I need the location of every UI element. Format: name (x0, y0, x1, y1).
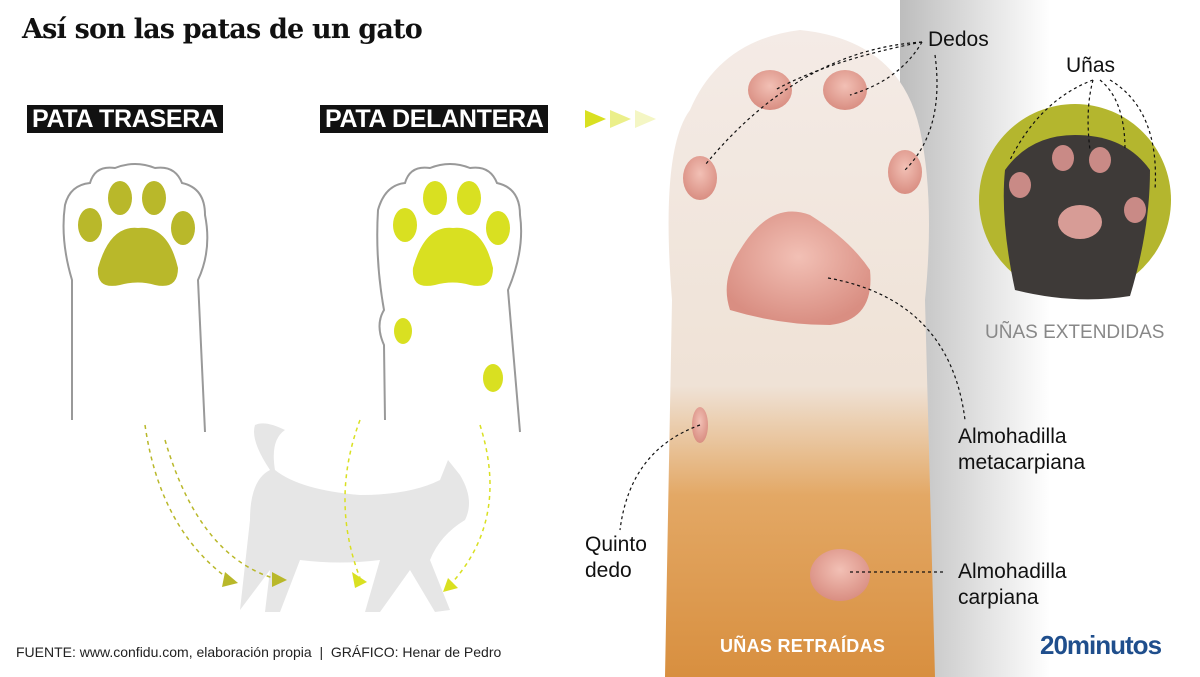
extended-claws-photo (979, 104, 1171, 300)
claws-retracted-label: UÑAS RETRAÍDAS (720, 636, 886, 656)
claws-extended-label: UÑAS EXTENDIDAS (985, 322, 1165, 343)
source-credits: FUENTE: www.confidu.com, elaboración pro… (16, 644, 502, 660)
motion-arrows (144, 419, 491, 586)
claws-label: Uñas (1066, 54, 1116, 77)
carpal-pad-label: Almohadilla carpiana (958, 559, 1067, 611)
leader-lines (619, 41, 1157, 573)
carpal-line2: carpiana (958, 586, 1039, 609)
arrowhead-icon (352, 572, 367, 588)
cat-silhouette (240, 423, 469, 612)
toe-pad (748, 70, 792, 110)
arrowhead-icon (272, 572, 287, 587)
arrow-icon (610, 110, 631, 128)
front-paw-drawing (376, 163, 523, 433)
retracted-claws-photo (665, 30, 935, 677)
metacarpal-pad (726, 211, 871, 325)
brand-logo: 20minutos (1040, 630, 1162, 660)
hind-paw-drawing (62, 163, 209, 433)
arrow-icon (635, 110, 656, 128)
carpal-line1: Almohadilla (958, 560, 1067, 583)
arrowhead-icon (443, 578, 458, 592)
carpal-pad (810, 549, 870, 601)
toe-pad (683, 156, 717, 200)
toe-pad (888, 150, 922, 194)
fifth-toe-line2: dedo (585, 559, 632, 582)
metacarpal-pad-label: Almohadilla metacarpiana (958, 424, 1085, 476)
arrow-icon (585, 110, 606, 128)
fifth-toe-label: Quinto dedo (585, 532, 647, 584)
fifth-toe-line1: Quinto (585, 533, 647, 556)
toes-label: Dedos (928, 28, 989, 51)
metacarpal-line2: metacarpiana (958, 451, 1086, 474)
front-paw-label: PATA DELANTERA (320, 105, 549, 133)
page-title: Así son las patas de un gato (22, 14, 423, 45)
hind-paw-label: PATA TRASERA (27, 105, 223, 133)
metacarpal-line1: Almohadilla (958, 425, 1067, 448)
arrowhead-icon (222, 572, 238, 587)
toe-pad (823, 70, 867, 110)
